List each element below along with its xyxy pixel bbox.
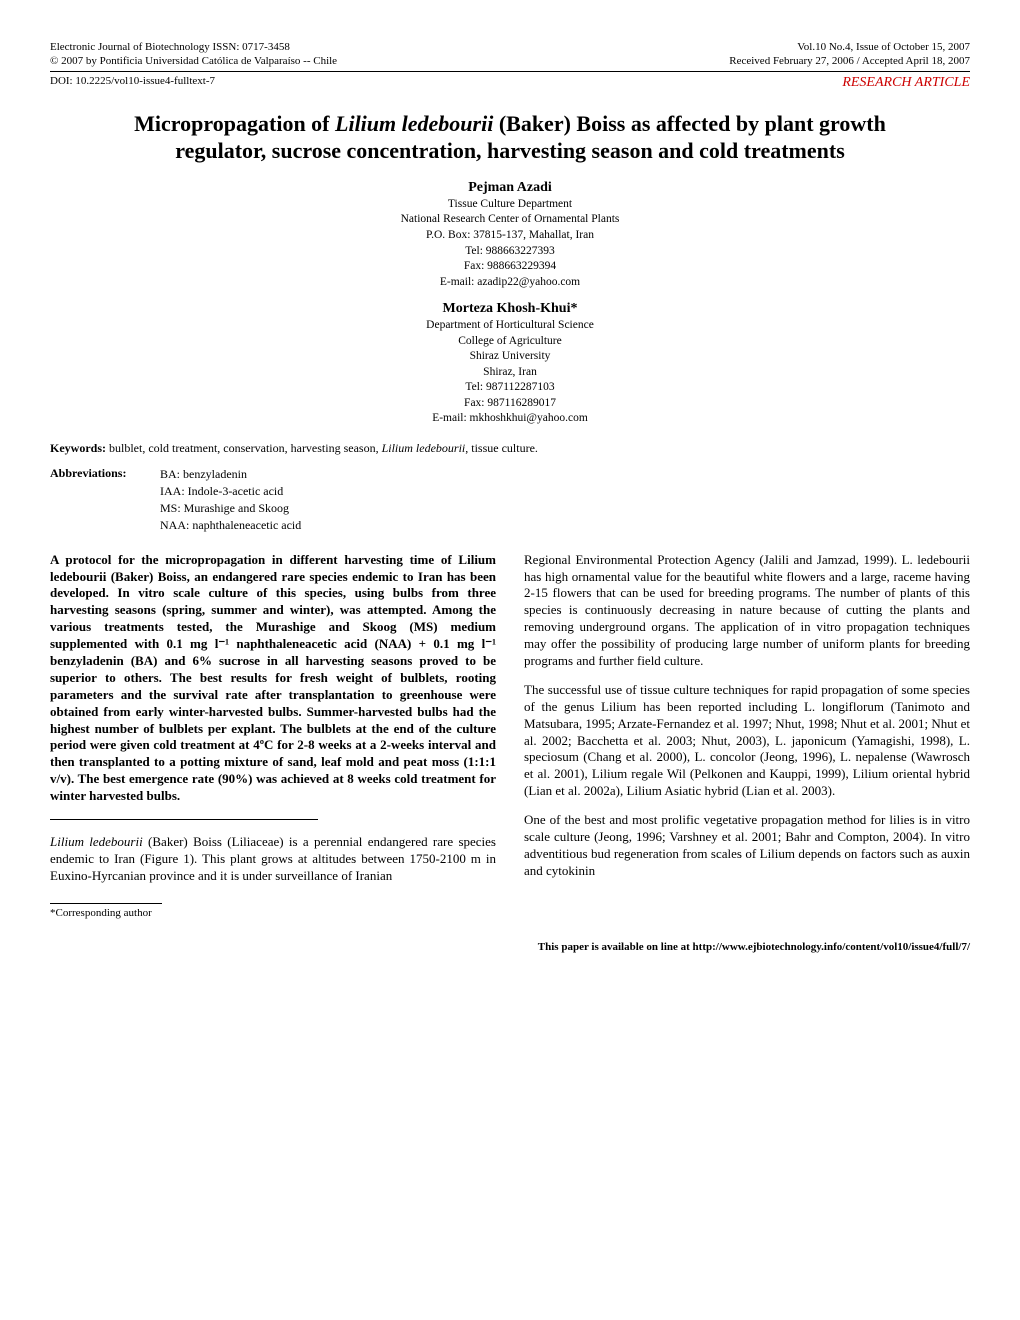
affil-line: Department of Horticultural Science — [50, 318, 970, 334]
dates: Received February 27, 2006 / Accepted Ap… — [729, 54, 970, 68]
header-rule — [50, 71, 970, 72]
abbreviations: Abbreviations: BA: benzyladenin IAA: Ind… — [50, 466, 970, 533]
keywords-italic: Lilium ledebourii — [382, 441, 466, 455]
affil-line: Tel: 987112287103 — [50, 380, 970, 396]
doi-row: DOI: 10.2225/vol10-issue4-fulltext-7 RES… — [50, 74, 970, 92]
affil-line: E-mail: azadip22@yahoo.com — [50, 275, 970, 291]
abbrev-item: IAA: Indole-3-acetic acid — [160, 483, 301, 500]
footnote-rule — [50, 903, 162, 904]
keywords-pre: bulblet, cold treatment, conservation, h… — [106, 441, 382, 455]
header-left: Electronic Journal of Biotechnology ISSN… — [50, 40, 337, 69]
affil-line: Fax: 988663229394 — [50, 259, 970, 275]
left-column: A protocol for the micropropagation in d… — [50, 552, 496, 920]
affil-line: E-mail: mkhoshkhui@yahoo.com — [50, 411, 970, 427]
author-affil: Department of Horticultural Science Coll… — [50, 318, 970, 427]
corresponding-footnote: *Corresponding author — [50, 906, 496, 920]
author-block-1: Pejman Azadi Tissue Culture Department N… — [50, 179, 970, 290]
species-name: Lilium ledebourii — [50, 834, 143, 849]
doi: DOI: 10.2225/vol10-issue4-fulltext-7 — [50, 74, 215, 92]
journal-header: Electronic Journal of Biotechnology ISSN… — [50, 40, 970, 69]
body-paragraph: The successful use of tissue culture tec… — [524, 682, 970, 800]
article-type: RESEARCH ARTICLE — [842, 74, 970, 92]
author-affil: Tissue Culture Department National Resea… — [50, 197, 970, 290]
affil-line: Shiraz, Iran — [50, 365, 970, 381]
body-paragraph: Regional Environmental Protection Agency… — [524, 552, 970, 670]
affil-line: P.O. Box: 37815-137, Mahallat, Iran — [50, 228, 970, 244]
abbrev-item: BA: benzyladenin — [160, 466, 301, 483]
body-columns: A protocol for the micropropagation in d… — [50, 552, 970, 920]
header-right: Vol.10 No.4, Issue of October 15, 2007 R… — [729, 40, 970, 69]
title-species: Lilium ledebourii — [335, 111, 493, 136]
abbrev-list: BA: benzyladenin IAA: Indole-3-acetic ac… — [160, 466, 301, 533]
affil-line: National Research Center of Ornamental P… — [50, 212, 970, 228]
abbrev-item: NAA: naphthaleneacetic acid — [160, 517, 301, 534]
body-paragraph: One of the best and most prolific vegeta… — [524, 812, 970, 880]
affil-line: Tel: 988663227393 — [50, 244, 970, 260]
affil-line: Shiraz University — [50, 349, 970, 365]
article-title: Micropropagation of Lilium ledebourii (B… — [90, 110, 930, 165]
title-pre: Micropropagation of — [134, 111, 335, 136]
author-name: Pejman Azadi — [50, 179, 970, 197]
author-block-2: Morteza Khosh-Khui* Department of Hortic… — [50, 300, 970, 427]
author-name: Morteza Khosh-Khui* — [50, 300, 970, 318]
keywords: Keywords: bulblet, cold treatment, conse… — [50, 441, 970, 457]
abbrev-label: Abbreviations: — [50, 466, 160, 533]
abstract: A protocol for the micropropagation in d… — [50, 552, 496, 805]
keywords-post: , tissue culture. — [465, 441, 538, 455]
affil-line: College of Agriculture — [50, 334, 970, 350]
copyright: © 2007 by Pontificia Universidad Católic… — [50, 54, 337, 68]
affil-line: Tissue Culture Department — [50, 197, 970, 213]
affil-line: Fax: 987116289017 — [50, 396, 970, 412]
page-footer: This paper is available on line at http:… — [50, 940, 970, 954]
intro-paragraph: Lilium ledebourii (Baker) Boiss (Liliace… — [50, 834, 496, 885]
abstract-rule — [50, 819, 318, 820]
right-column: Regional Environmental Protection Agency… — [524, 552, 970, 920]
keywords-label: Keywords: — [50, 441, 106, 455]
volume-issue: Vol.10 No.4, Issue of October 15, 2007 — [729, 40, 970, 54]
journal-issn: Electronic Journal of Biotechnology ISSN… — [50, 40, 337, 54]
abbrev-item: MS: Murashige and Skoog — [160, 500, 301, 517]
